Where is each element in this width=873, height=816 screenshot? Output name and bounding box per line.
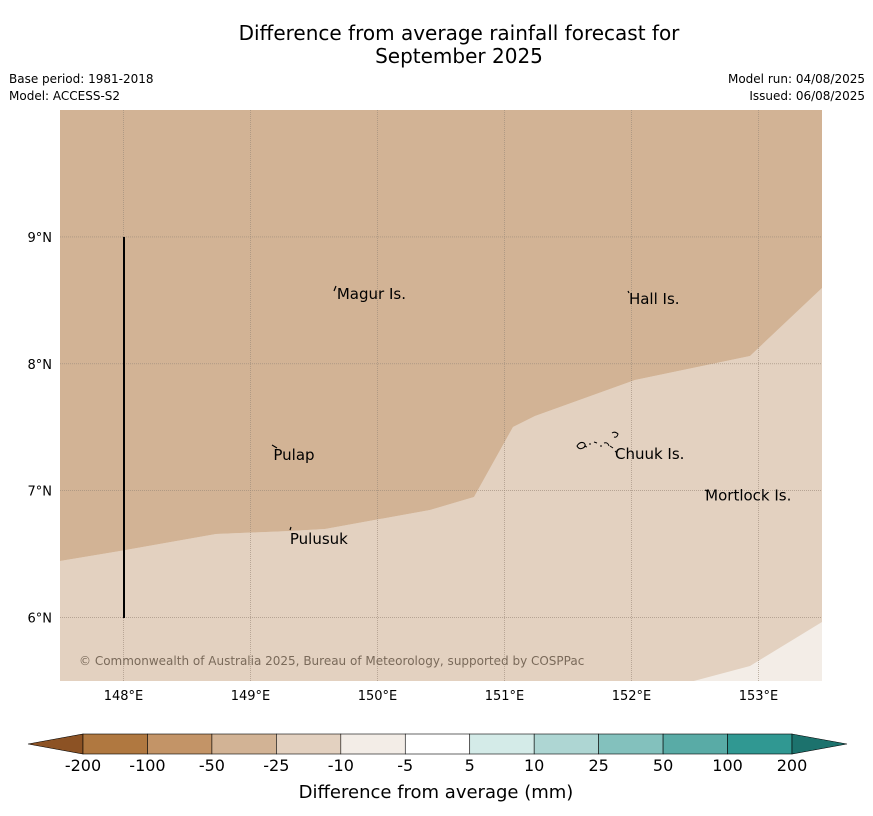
- longitude-labels: 148°E 149°E 150°E 151°E 152°E 153°E: [104, 689, 779, 704]
- latitude-labels: 9°N 8°N 7°N 6°N: [28, 231, 53, 627]
- colorbar-tick-label: -25: [263, 756, 289, 775]
- colorbar-segment: [662, 733, 728, 755]
- colorbar-tick-label: 100: [712, 756, 743, 775]
- place-label: Pulap: [273, 446, 314, 464]
- colorbar-segment: [340, 733, 406, 755]
- colorbar-tick-label: 10: [524, 756, 544, 775]
- longitude-tick-label: 152°E: [612, 689, 652, 704]
- model-name: Model: ACCESS-S2: [9, 89, 121, 103]
- title-line-2: September 2025: [375, 44, 543, 68]
- colorbar-tick-label: -10: [328, 756, 354, 775]
- colorbar-title: Difference from average (mm): [299, 782, 574, 803]
- colorbar-segment: [147, 733, 213, 755]
- longitude-tick-label: 148°E: [104, 689, 144, 704]
- latitude-tick-label: 9°N: [28, 231, 53, 246]
- place-label: Pulusuk: [290, 530, 348, 548]
- colorbar-high-extension: [791, 733, 848, 755]
- colorbar-tick-label: 5: [465, 756, 475, 775]
- island-outlines: [271, 285, 708, 531]
- colorbar-tick-label: -100: [129, 756, 165, 775]
- colorbar-tick-label: 200: [777, 756, 808, 775]
- colorbar-segment: [469, 733, 535, 755]
- colorbar-segment: [404, 733, 471, 755]
- place-label: Mortlock Is.: [705, 487, 791, 505]
- title-line-1: Difference from average rainfall forecas…: [238, 21, 680, 45]
- colorbar-tick-label: 50: [653, 756, 673, 775]
- colorbar-segment: [598, 733, 664, 755]
- colorbar-segment: [533, 733, 599, 755]
- place-label: Chuuk Is.: [615, 445, 684, 463]
- model-run: Model run: 04/08/2025: [727, 72, 865, 86]
- colorbar-segment: [82, 733, 148, 755]
- copyright-notice: © Commonwealth of Australia 2025, Bureau…: [79, 654, 584, 668]
- base-period: Base period: 1981-2018: [9, 72, 154, 86]
- latitude-tick-label: 7°N: [28, 485, 53, 500]
- graticule: [60, 110, 822, 681]
- colorbar-tick-label: -50: [199, 756, 225, 775]
- colorbar-tick-label: -200: [65, 756, 101, 775]
- chuuk-lagoon-islands: [576, 431, 619, 454]
- colorbar-tick-label: -5: [397, 756, 413, 775]
- meta-right: Model run: 04/08/2025 Issued: 06/08/2025: [728, 71, 865, 105]
- meta-left: Base period: 1981-2018 Model: ACCESS-S2: [9, 71, 154, 105]
- longitude-tick-label: 149°E: [231, 689, 271, 704]
- colorbar-tick-label: 25: [588, 756, 608, 775]
- colorbar-low-extension: [27, 733, 84, 755]
- issued-date: Issued: 06/08/2025: [749, 89, 865, 103]
- colorbar-segment: [211, 733, 277, 755]
- latitude-tick-label: 6°N: [28, 612, 53, 627]
- atoll-marks: [271, 285, 708, 531]
- latitude-tick-label: 8°N: [28, 358, 53, 373]
- map-area: Magur Is. Hall Is. Pulap Chuuk Is. Mortlock …: [60, 110, 822, 681]
- colorbar-segment: [276, 733, 342, 755]
- place-label: Hall Is.: [629, 290, 680, 308]
- colorbar: -200 -100 -50 -25 -10 -5 5 10 25 50 100 200: [27, 733, 848, 775]
- longitude-tick-label: 153°E: [739, 689, 779, 704]
- longitude-tick-label: 151°E: [485, 689, 525, 704]
- chart-title: Difference from average rainfall forecas…: [0, 22, 873, 68]
- longitude-tick-label: 150°E: [358, 689, 398, 704]
- place-labels: Magur Is. Hall Is. Pulap Chuuk Is. Mortlock …: [273, 285, 791, 548]
- place-label: Magur Is.: [337, 285, 406, 303]
- colorbar-segment: [727, 733, 793, 755]
